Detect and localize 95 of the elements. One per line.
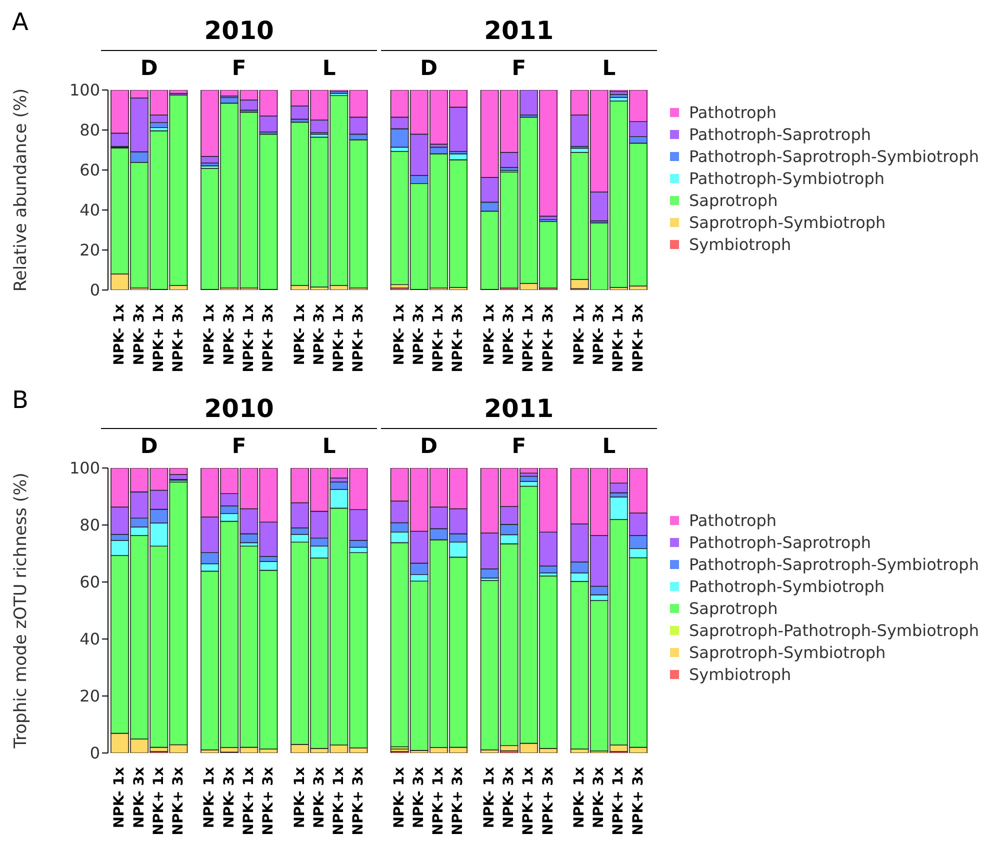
x-tick-label: NPK+ 3x [630, 767, 646, 836]
legend-label: Saprotroph-Symbiotroph [689, 642, 886, 662]
x-tick-label: NPK+ 3x [260, 767, 276, 836]
legend-label: Symbiotroph [689, 234, 792, 254]
x-tick-label: NPK- 1x [112, 767, 128, 828]
y-tick-label: 60 [80, 572, 100, 592]
x-tick-label: NPK- 3x [221, 304, 238, 366]
y-tick-label: 80 [80, 120, 100, 140]
x-tick-label: NPK+ 3x [450, 304, 466, 372]
y-tick-label: 20 [80, 686, 100, 706]
text: L [601, 434, 617, 458]
x-tick-label: NPK+ 3x [450, 767, 466, 836]
text: F [510, 56, 528, 80]
x-tick-label: NPK- 1x [482, 767, 498, 828]
x-tick-label: NPK- 3x [411, 767, 428, 828]
x-tick-label: NPK+ 1x [520, 304, 537, 372]
x-tick-label: NPK+ 1x [150, 767, 167, 836]
y-tick-label: 40 [80, 200, 100, 220]
x-tick-label: NPK+ 1x [430, 767, 447, 836]
x-tick-label: NPK+ 1x [330, 304, 347, 372]
legend-label: Pathotroph-Saprotroph-Symbiotroph [689, 554, 979, 574]
y-tick-label: 0 [90, 744, 100, 763]
text: L [601, 56, 617, 80]
x-tick-label: NPK+ 1x [330, 767, 347, 836]
x-tick-label: NPK- 3x [411, 304, 428, 366]
x-tick-label: NPK- 1x [292, 304, 308, 366]
legend-label: Pathotroph [689, 102, 777, 122]
y-tick-label: 100 [69, 458, 100, 478]
x-tick-label: NPK+ 3x [630, 304, 646, 372]
y-tick-label: 0 [90, 280, 100, 300]
x-tick-label: NPK+ 3x [540, 304, 556, 372]
x-tick-label: NPK- 3x [131, 767, 148, 828]
text: F [510, 434, 528, 458]
legend-label: Saprotroph-Pathotroph-Symbiotroph [689, 620, 979, 640]
x-tick-label: NPK- 3x [501, 767, 518, 828]
y-tick-label: 80 [80, 516, 100, 535]
text: 2010 [203, 394, 275, 423]
x-tick-label: NPK- 1x [112, 304, 128, 366]
y-tick-label: 40 [80, 630, 100, 649]
y-tick-label: 20 [80, 240, 100, 260]
text: 2010 [203, 16, 275, 45]
x-tick-label: NPK- 1x [392, 767, 408, 828]
legend-label: Pathotroph-Saprotroph [689, 124, 872, 144]
legend-label: Pathotroph-Saprotroph-Symbiotroph [689, 146, 979, 166]
x-tick-label: NPK- 3x [311, 767, 328, 828]
text: B [12, 386, 28, 414]
text: F [230, 434, 248, 458]
legend-label: Pathotroph-Symbiotroph [689, 576, 884, 596]
legend-label: Pathotroph [689, 510, 777, 530]
x-tick-label: NPK+ 1x [240, 767, 257, 836]
x-tick-label: NPK- 3x [311, 304, 328, 366]
x-tick-label: NPK+ 1x [610, 304, 627, 372]
text: D [139, 434, 159, 458]
x-tick-label: NPK- 3x [221, 767, 238, 828]
x-tick-label: NPK- 1x [202, 304, 218, 366]
x-tick-label: NPK- 1x [202, 767, 218, 828]
text: L [321, 434, 337, 458]
text: Saprotroph [689, 598, 778, 618]
y-tick-label: 60 [80, 160, 100, 180]
text: 2011 [483, 16, 555, 45]
x-tick-label: NPK+ 1x [610, 767, 627, 836]
x-tick-label: NPK+ 1x [520, 767, 537, 836]
x-tick-label: NPK+ 1x [430, 304, 447, 372]
x-tick-label: NPK- 1x [482, 304, 498, 366]
y-tick-label: 100 [69, 80, 100, 100]
x-tick-label: NPK- 3x [591, 304, 608, 366]
x-tick-label: NPK- 3x [131, 304, 148, 366]
x-tick-label: NPK+ 3x [350, 767, 366, 836]
x-tick-label: NPK+ 3x [350, 304, 366, 372]
text: F [230, 56, 248, 80]
legend-label: Symbiotroph [689, 664, 792, 684]
x-tick-label: NPK+ 1x [150, 304, 167, 372]
text: Saprotroph [689, 190, 778, 210]
x-tick-label: NPK+ 1x [240, 304, 257, 372]
x-tick-label: NPK- 1x [572, 767, 588, 828]
x-tick-label: NPK- 1x [392, 304, 408, 366]
x-tick-label: NPK- 3x [591, 767, 608, 828]
x-tick-label: NPK+ 3x [260, 304, 276, 372]
x-tick-label: NPK+ 3x [170, 767, 186, 836]
text: L [321, 56, 337, 80]
legend-label: Saprotroph-Symbiotroph [689, 212, 886, 232]
text: D [419, 434, 439, 458]
legend-label: Pathotroph-Saprotroph [689, 532, 872, 552]
text: D [419, 56, 439, 80]
x-tick-label: NPK- 1x [292, 767, 308, 828]
text: A [12, 8, 28, 36]
x-tick-label: NPK- 3x [501, 304, 518, 366]
legend-label: Pathotroph-Symbiotroph [689, 168, 884, 188]
y-axis-title: Trophic mode zOTU richness (%) [11, 472, 32, 750]
text: D [139, 56, 159, 80]
x-tick-label: NPK+ 3x [540, 767, 556, 836]
x-tick-label: NPK- 1x [572, 304, 588, 366]
text: 2011 [483, 394, 555, 423]
y-axis-title: Relative abundance (%) [11, 88, 32, 292]
x-tick-label: NPK+ 3x [170, 304, 186, 372]
